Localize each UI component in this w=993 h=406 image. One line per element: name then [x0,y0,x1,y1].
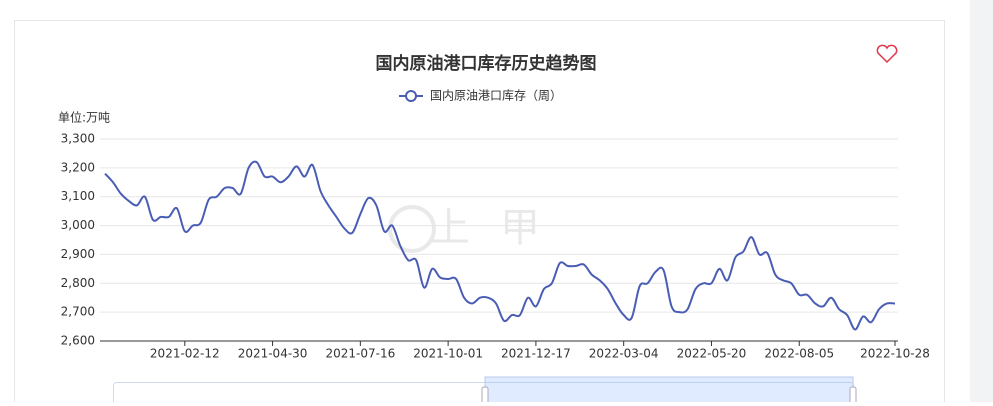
y-tick-label: 2,700 [61,305,95,319]
favorite-icon[interactable] [876,44,898,64]
watermark-text: 上甲 [430,205,570,251]
x-tick-label: 2022-10-28 [860,347,930,361]
x-tick-label: 2022-05-20 [677,347,747,361]
card [14,20,945,406]
x-tick-label: 2021-12-17 [501,347,571,361]
zoom-window[interactable] [484,376,854,406]
watermark: 上甲 [388,205,570,253]
zoom-handle[interactable] [481,386,489,406]
x-tick-label: 2021-04-30 [238,347,308,361]
side-strip [970,0,993,402]
y-tick-label: 3,000 [61,218,95,232]
x-tick-label: 2021-07-16 [325,347,395,361]
y-tick-label: 3,300 [61,132,95,146]
y-tick-label: 2,800 [61,276,95,290]
legend-label: 国内原油港口库存（周） [430,88,562,103]
y-tick-label: 2,600 [61,334,95,348]
legend[interactable]: 国内原油港口库存（周） [399,88,562,103]
line [104,160,896,331]
y-tick-label: 2,900 [61,247,95,261]
y-tick-label: 3,100 [61,189,95,203]
y-axis-label: 单位:万吨 [58,110,110,125]
x-tick-label: 2022-03-04 [589,347,659,361]
chart-title: 国内原油港口库存历史趋势图 [376,53,597,74]
zoom-handle[interactable] [849,386,857,406]
y-tick-label: 3,200 [61,160,95,174]
x-tick-label: 2021-10-01 [413,347,483,361]
legend-marker [405,90,417,102]
x-tick-label: 2021-02-12 [150,347,220,361]
x-tick-label: 2022-08-05 [764,347,834,361]
